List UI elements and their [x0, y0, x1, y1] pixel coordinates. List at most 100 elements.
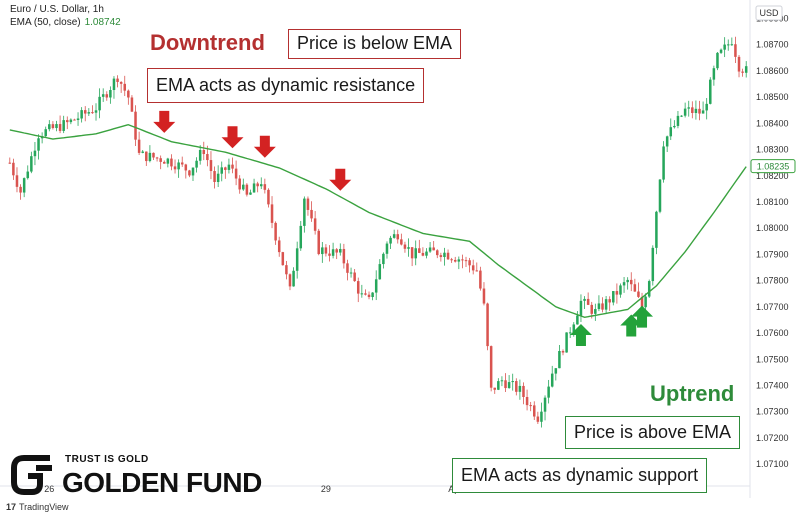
candle-body	[310, 209, 313, 219]
candle-body	[123, 83, 127, 91]
candle-body	[389, 237, 392, 244]
candle-body	[184, 164, 188, 171]
candle-body	[37, 138, 40, 151]
candle-body	[561, 350, 565, 353]
candle-body	[335, 249, 338, 253]
candle-body	[353, 272, 356, 282]
candle-body	[313, 218, 317, 231]
candle-body	[421, 252, 425, 256]
candle-body	[48, 124, 51, 130]
candle-body	[712, 68, 716, 80]
candle-body	[252, 183, 256, 193]
candle-body	[651, 247, 655, 282]
candle-body	[583, 298, 586, 301]
arrows	[153, 110, 654, 347]
candle-body	[676, 115, 680, 126]
candle-body	[453, 259, 457, 262]
candle-body	[522, 385, 525, 397]
candle-body	[274, 222, 277, 241]
candle-body	[220, 167, 223, 174]
y-tick-label: 1.07500	[756, 354, 789, 364]
candle-body	[705, 103, 708, 111]
candle-body	[622, 282, 626, 286]
candle-body	[511, 381, 514, 383]
candle-body	[277, 240, 281, 253]
candle-body	[425, 251, 428, 256]
candle-body	[281, 252, 285, 266]
candle-body	[716, 52, 719, 69]
candle-body	[461, 259, 464, 261]
candle-body	[270, 204, 274, 223]
candle-body	[349, 272, 353, 274]
candle-body	[263, 184, 267, 190]
candle-body	[148, 152, 152, 162]
candle-body	[33, 150, 37, 157]
ema-support-text: EMA acts as dynamic support	[461, 465, 699, 485]
candle-body	[94, 110, 98, 113]
candle-body	[378, 264, 382, 280]
candle-body	[360, 293, 364, 295]
candle-body	[166, 158, 170, 164]
candle-body	[540, 411, 543, 422]
downtrend-title: Downtrend	[150, 30, 265, 55]
candle-body	[590, 304, 593, 314]
candle-body	[691, 107, 694, 113]
candle-body	[134, 111, 137, 140]
y-tick-label: 1.08200	[756, 171, 789, 181]
candle-body	[66, 120, 69, 123]
candle-body	[303, 198, 306, 226]
candle-body	[98, 96, 101, 111]
candle-body	[364, 293, 367, 295]
candle-body	[647, 281, 651, 297]
candle-body	[612, 291, 615, 303]
candle-body	[87, 112, 91, 114]
y-tick-label: 1.08700	[756, 40, 789, 50]
candle-body	[586, 298, 590, 305]
candle-body	[579, 300, 583, 316]
candle-body	[213, 171, 216, 183]
candle-body	[558, 350, 561, 369]
candle-body	[497, 381, 500, 390]
candle-body	[723, 44, 726, 50]
y-tick-label: 1.08300	[756, 145, 789, 155]
candle-body	[195, 160, 198, 168]
ema-resistance-text: EMA acts as dynamic resistance	[156, 75, 416, 95]
y-tick-label: 1.07300	[756, 407, 789, 417]
candle-body	[601, 303, 604, 310]
candle-body	[321, 247, 324, 255]
price-below-ema-box: Price is below EMA	[288, 29, 462, 59]
candle-body	[694, 108, 698, 113]
candle-body	[489, 346, 493, 388]
candle-body	[744, 66, 748, 73]
candle-body	[155, 157, 159, 159]
candle-body	[500, 380, 504, 382]
candle-body	[371, 292, 374, 298]
candle-body	[163, 161, 166, 164]
y-tick-label: 1.07900	[756, 249, 789, 259]
down-arrow-icon	[153, 110, 176, 133]
candle-body	[231, 164, 234, 169]
candle-body	[536, 416, 540, 422]
candle-body	[709, 79, 712, 104]
candle-body	[565, 332, 568, 353]
candle-body	[91, 112, 94, 114]
y-tick-label: 1.08400	[756, 118, 789, 128]
candle-body	[224, 167, 227, 170]
candle-body	[242, 184, 245, 190]
candle-body	[446, 252, 450, 260]
candle-body	[385, 243, 389, 254]
candle-body	[83, 110, 87, 114]
candle-body	[76, 118, 80, 120]
ema-support-box: EMA acts as dynamic support	[452, 458, 708, 493]
candle-body	[482, 288, 486, 304]
indicator-legend[interactable]: EMA (50, close) 1.08742	[10, 17, 121, 29]
candle-body	[734, 44, 737, 57]
currency-badge[interactable]: USD	[755, 5, 783, 21]
y-tick-label: 1.07800	[756, 276, 789, 286]
candle-body	[141, 151, 144, 153]
candle-body	[55, 124, 58, 129]
candle-body	[22, 178, 26, 193]
y-tick-label: 1.07100	[756, 459, 789, 469]
candle-body	[367, 294, 371, 298]
